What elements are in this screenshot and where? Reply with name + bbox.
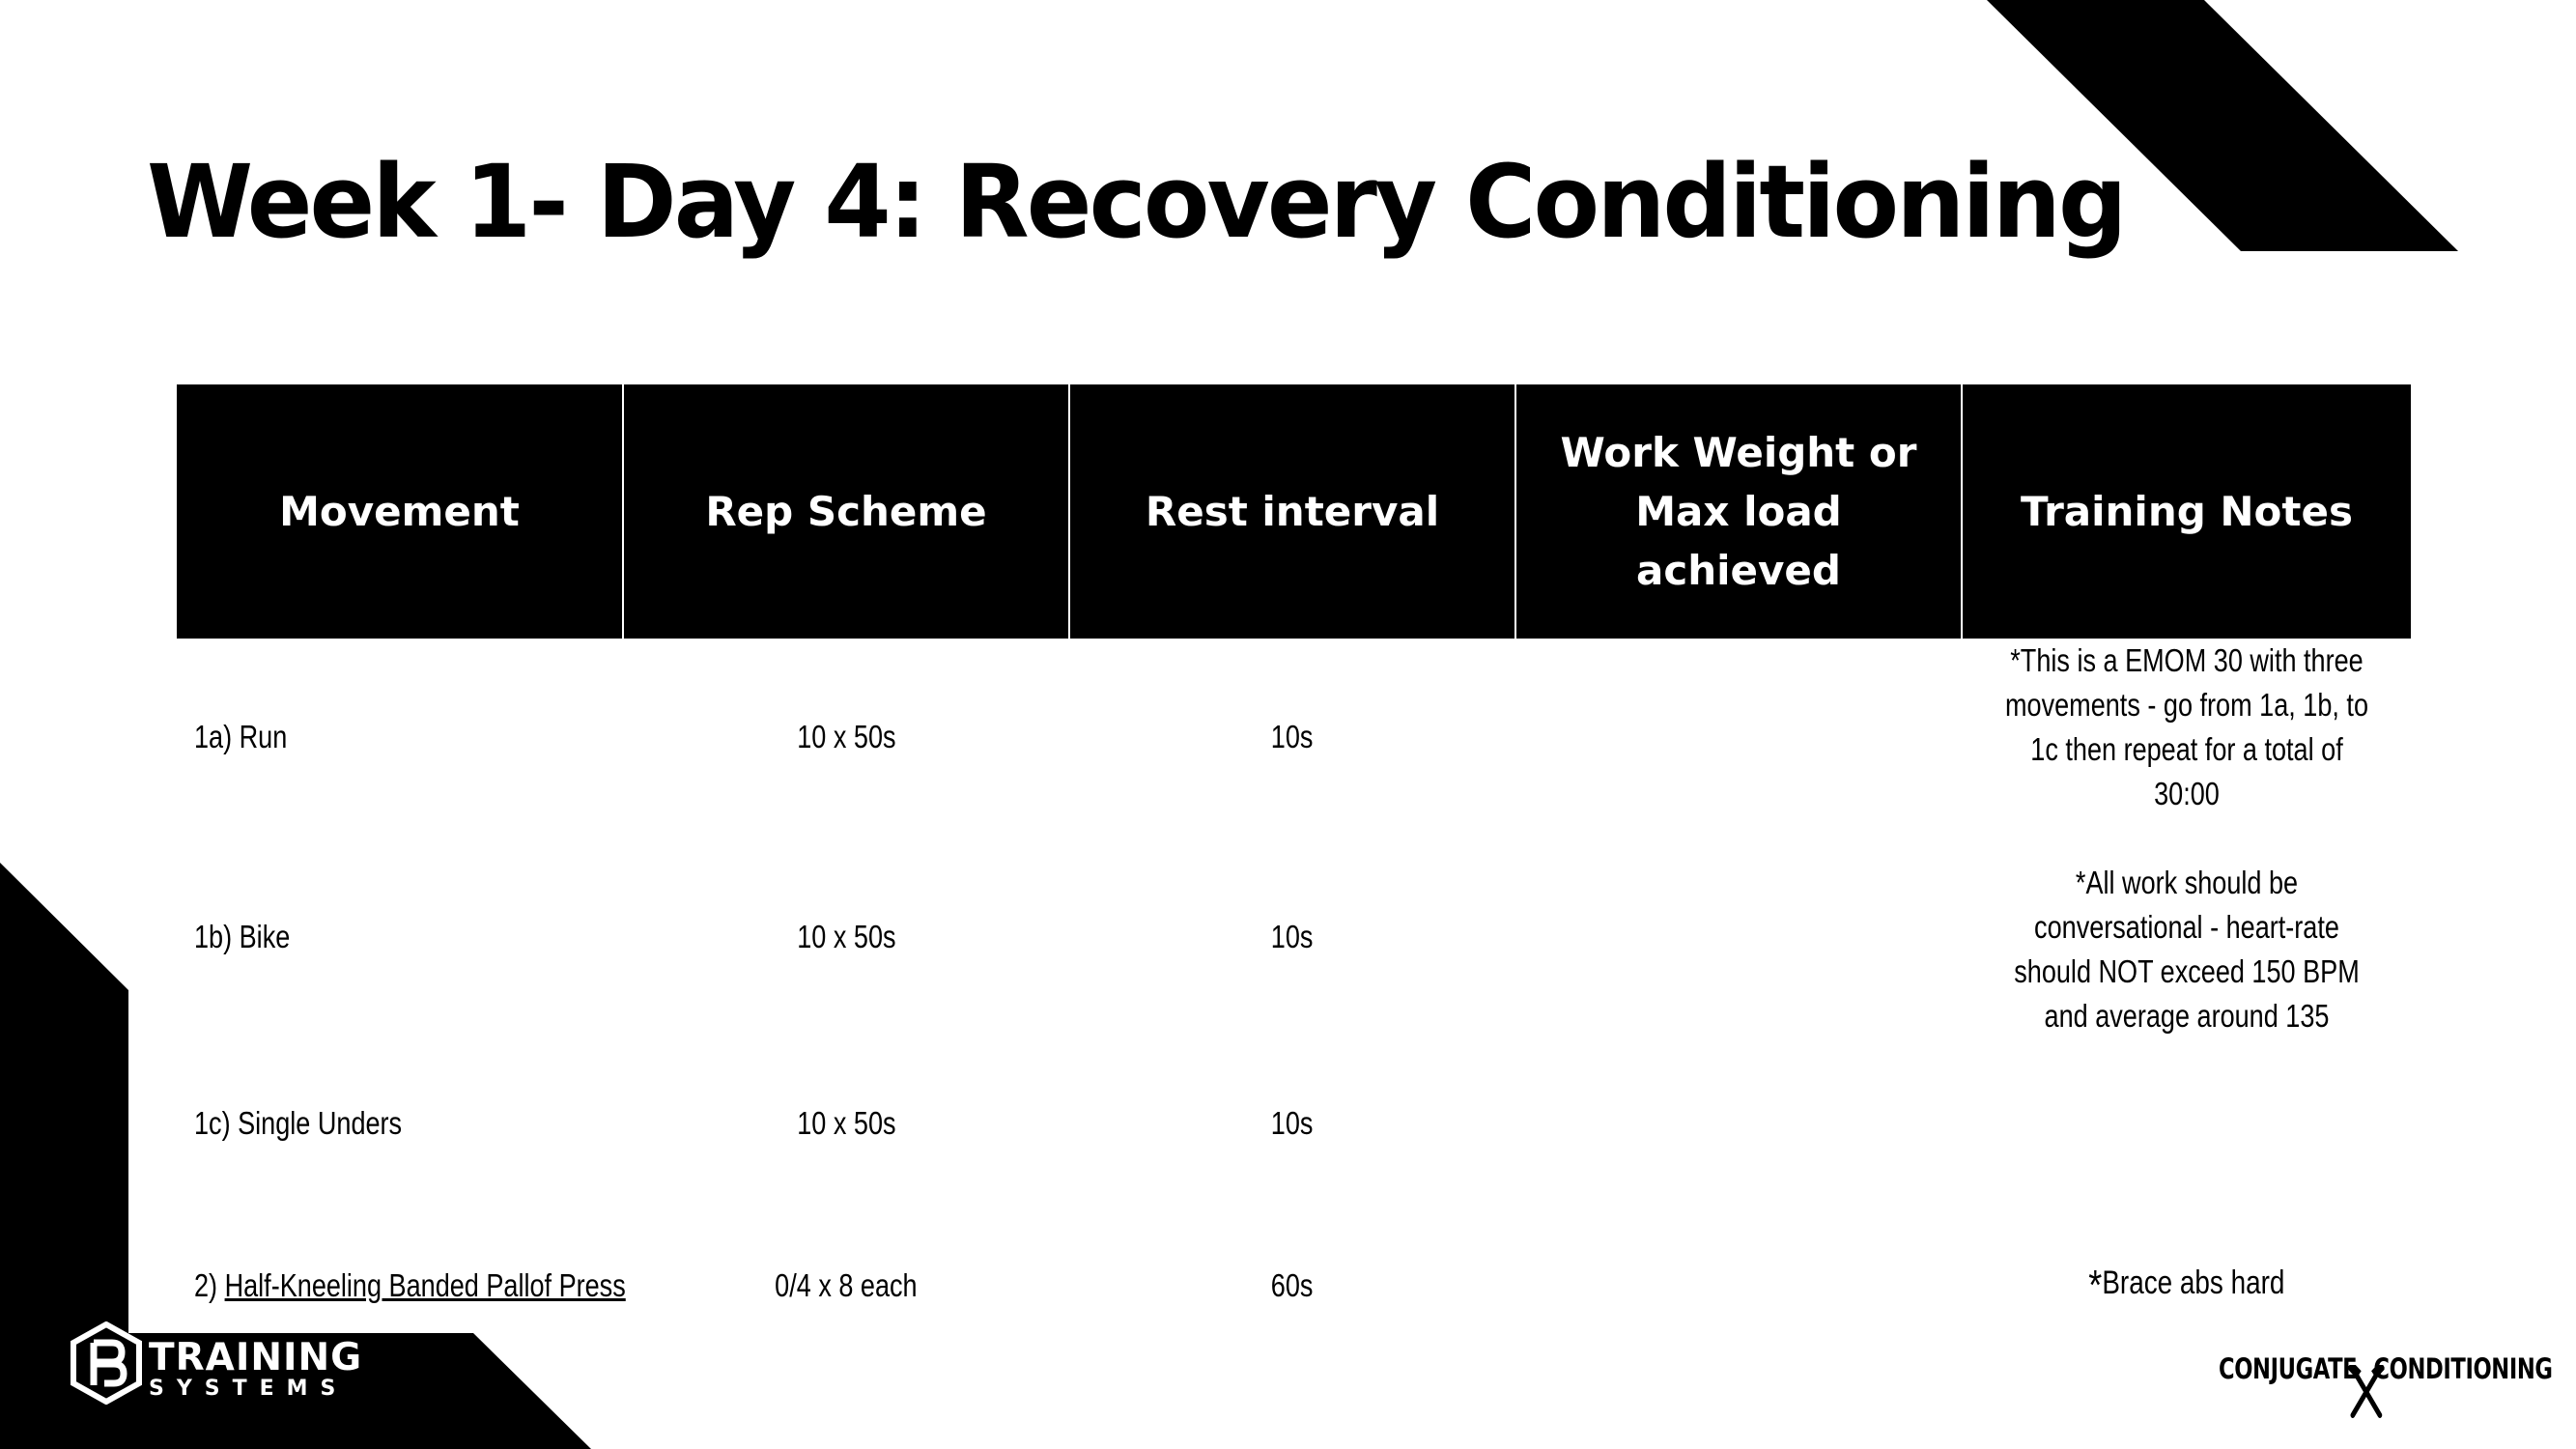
training-notes-cell xyxy=(1962,1038,2411,1208)
rest-cell: 10s xyxy=(1069,837,1515,1038)
rep-scheme-cell: 10 x 50s xyxy=(623,837,1069,1038)
rep-scheme-cell: 10 x 50s xyxy=(623,1038,1069,1208)
note-brace-text: Brace abs hard xyxy=(2101,1264,2285,1301)
pallof-press-link[interactable]: Half-Kneeling Banded Pallof Press xyxy=(224,1267,626,1303)
page-title: Week 1- Day 4: Recovery Conditioning xyxy=(147,143,2127,261)
table-row: 1b) Bike 10 x 50s 10s xyxy=(177,837,2411,1038)
movement-prefix: 2) xyxy=(194,1267,225,1303)
rest-text: 10s xyxy=(1271,719,1314,755)
training-notes-cell: *This is a EMOM 30 with three movements … xyxy=(1962,639,2411,1038)
logo-text-conjugate: CONJUGATE xyxy=(2219,1352,2358,1385)
header-rep-scheme: Rep Scheme xyxy=(622,384,1069,639)
conjugate-conditioning-logo: CONJUGATE CONDITIONING xyxy=(2219,1352,2553,1418)
table-row: 1a) Run 10 x 50s 10s *This is a EMOM 30 … xyxy=(177,639,2411,1034)
rest-cell: 60s xyxy=(1069,1208,1515,1363)
movement-cell: 1c) Single Unders xyxy=(177,1038,623,1208)
movement-text: 1a) Run xyxy=(194,719,288,755)
movement-cell: 2) Half-Kneeling Banded Pallof Press xyxy=(177,1208,626,1363)
work-weight-cell[interactable] xyxy=(1515,639,1962,837)
rest-text: 10s xyxy=(1271,1105,1314,1141)
header-training-notes: Training Notes xyxy=(1961,384,2411,639)
training-notes: *This is a EMOM 30 with three movements … xyxy=(2004,639,2368,1038)
rep-scheme-cell: 0/4 x 8 each xyxy=(623,1208,1069,1363)
rep-scheme-cell: 10 x 50s xyxy=(623,639,1069,837)
rep-scheme-text: 0/4 x 8 each xyxy=(775,1267,918,1303)
note-emom: *This is a EMOM 30 with three movements … xyxy=(2004,642,2368,811)
training-table: Movement Rep Scheme Rest interval Work W… xyxy=(177,384,2411,1363)
table-header-row: Movement Rep Scheme Rest interval Work W… xyxy=(177,384,2411,639)
movement-text: 1b) Bike xyxy=(194,919,291,955)
header-movement: Movement xyxy=(177,384,623,639)
header-work-weight: Work Weight or Max load achieved xyxy=(1514,384,1962,639)
rep-scheme-text: 10 x 50s xyxy=(796,1105,896,1141)
note-conversational: *All work should be conversational - hea… xyxy=(2013,865,2360,1034)
movement-text: 1c) Single Unders xyxy=(194,1105,403,1141)
header-rest-interval: Rest interval xyxy=(1068,384,1515,639)
rest-cell: 10s xyxy=(1069,639,1515,837)
note-star: * xyxy=(2087,1262,2102,1309)
rest-text: 10s xyxy=(1271,919,1314,955)
rest-cell: 10s xyxy=(1069,1038,1515,1208)
bottom-left-wedge xyxy=(0,863,591,1449)
rep-scheme-text: 10 x 50s xyxy=(796,919,896,955)
rest-text: 60s xyxy=(1271,1267,1314,1303)
movement-cell: 1b) Bike xyxy=(177,837,623,1038)
training-notes-cell: *Brace abs hard xyxy=(1962,1208,2411,1363)
table-row: 2) Half-Kneeling Banded Pallof Press 0/4… xyxy=(177,1208,2411,1363)
movement-cell: 1a) Run xyxy=(177,639,623,837)
logo-line-systems: SYSTEMS xyxy=(149,1377,349,1401)
work-weight-cell[interactable] xyxy=(1515,1038,1962,1208)
rep-scheme-text: 10 x 50s xyxy=(796,719,896,755)
shield-monogram-icon xyxy=(71,1321,142,1405)
logo-text-conditioning: CONDITIONING xyxy=(2373,1352,2553,1385)
top-right-stripe xyxy=(1987,0,2458,251)
work-weight-cell[interactable] xyxy=(1515,837,1962,1038)
work-weight-cell[interactable] xyxy=(1515,1208,1962,1363)
movement-text: 2) Half-Kneeling Banded Pallof Press xyxy=(194,1267,626,1304)
note-brace: *Brace abs hard xyxy=(2088,1262,2284,1310)
training-systems-logo: TRAINING SYSTEMS xyxy=(149,1339,362,1400)
logo-line-training: TRAINING xyxy=(149,1336,363,1379)
table-row: 1c) Single Unders 10 x 50s 10s xyxy=(177,1038,2411,1208)
